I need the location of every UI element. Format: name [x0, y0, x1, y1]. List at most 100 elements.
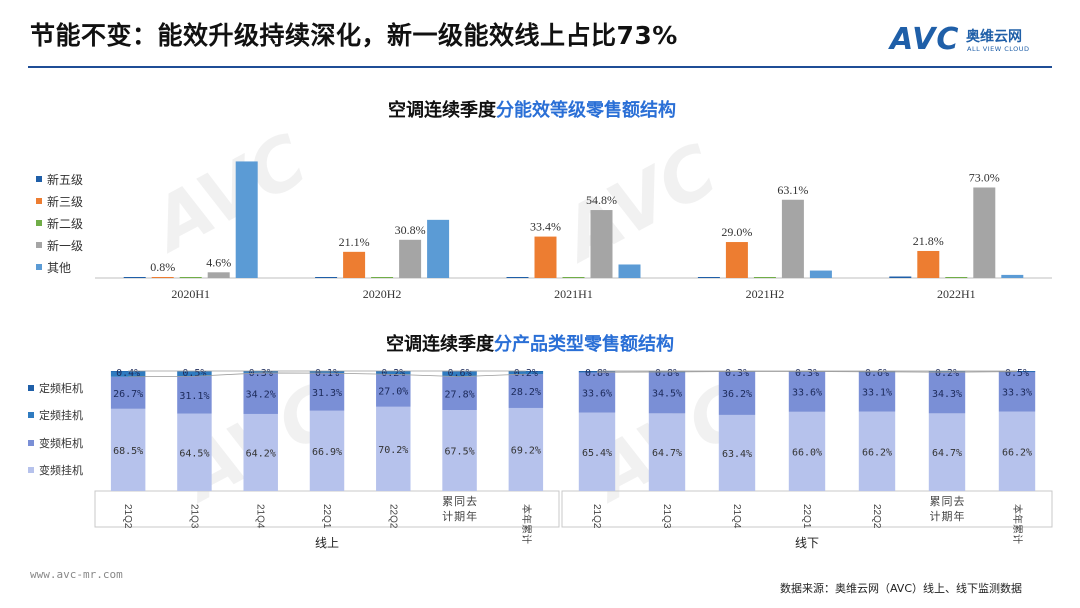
- stack-segment-变频柜机: [376, 374, 411, 407]
- segment-label: 33.6%: [792, 388, 822, 399]
- x-tick-label-part: 期: [942, 510, 953, 523]
- bar-新一级: [590, 210, 613, 278]
- x-tick-label-part: 年: [466, 509, 477, 523]
- segment-label: 0.3%: [249, 368, 273, 379]
- x-tick-label-part: 累: [930, 495, 941, 508]
- stack-segment-变频挂机: [376, 406, 411, 491]
- chart1-legend: 新五级 新三级 新二级 新一级 其他: [36, 168, 83, 278]
- bar-新三级: [151, 277, 174, 278]
- segment-label: 64.7%: [932, 448, 962, 459]
- x-tick-label: 本年累计: [1011, 504, 1024, 544]
- segment-label: 66.2%: [862, 447, 892, 458]
- legend-item: 新三级: [36, 190, 83, 212]
- stack-segment-变频挂机: [788, 411, 826, 491]
- x-tick-label-part: 期: [454, 510, 465, 523]
- bar-新五级: [123, 277, 146, 278]
- legend-item: 定频挂机: [28, 402, 83, 430]
- bar-新五级: [889, 276, 912, 278]
- legend-swatch: [36, 198, 42, 204]
- segment-label: 70.2%: [378, 445, 408, 456]
- x-tick-label: 21Q4: [255, 504, 266, 529]
- segment-label: 69.2%: [511, 445, 541, 456]
- group-label: 线下: [795, 536, 819, 550]
- stack-segment-变频柜机: [442, 376, 477, 410]
- avc-logo: AVC 奥维云网 ALL VIEW CLOUD: [890, 20, 1060, 60]
- header-divider: [28, 66, 1052, 68]
- stack-segment-变频柜机: [309, 373, 345, 411]
- legend-swatch: [28, 384, 34, 391]
- chart1-title: 空调连续季度分能效等级零售额结构: [388, 96, 676, 122]
- x-tick-label-part: 去: [466, 495, 477, 508]
- segment-label: 66.0%: [792, 447, 822, 458]
- data-label: 21.1%: [339, 235, 370, 249]
- legend-swatch: [36, 264, 42, 270]
- x-tick-label: 21Q2: [122, 504, 133, 529]
- bar-新三级: [343, 251, 366, 278]
- data-label: 29.0%: [721, 225, 752, 239]
- stack-segment-变频柜机: [928, 372, 966, 414]
- x-tick-label: 2020H2: [363, 287, 402, 301]
- x-tick-label: 22Q2: [387, 504, 398, 529]
- x-tick-label: 21Q3: [661, 504, 672, 529]
- segment-label: 0.8%: [585, 368, 609, 379]
- legend-swatch: [36, 242, 42, 248]
- stack-segment-变频柜机: [243, 372, 278, 414]
- segment-label: 33.6%: [582, 388, 612, 399]
- legend-label: 变频柜机: [39, 437, 83, 450]
- segment-label: 26.7%: [113, 389, 143, 400]
- stack-segment-定频挂机: [578, 371, 616, 373]
- series-trend-line: [596, 371, 1018, 373]
- segment-label: 0.6%: [865, 368, 889, 379]
- bar-新二级: [753, 277, 776, 278]
- data-label: 33.4%: [530, 220, 561, 234]
- x-tick-label: 21Q4: [731, 504, 742, 529]
- segment-label: 27.8%: [445, 389, 475, 400]
- x-tick-label: 2022H1: [937, 287, 976, 301]
- stack-segment-变频挂机: [998, 411, 1036, 491]
- chart1-title-highlight: 分能效等级零售额结构: [496, 100, 676, 121]
- bar-新三级: [725, 242, 748, 278]
- segment-label: 34.5%: [652, 389, 682, 400]
- x-tick-label: 2021H1: [554, 287, 593, 301]
- bar-新一级: [207, 272, 230, 278]
- bar-新二级: [371, 277, 394, 278]
- stack-segment-变频挂机: [858, 411, 896, 491]
- bar-新五级: [697, 277, 720, 278]
- segment-label: 33.3%: [1002, 388, 1032, 399]
- stack-segment-变频挂机: [110, 408, 146, 491]
- segment-label: 28.2%: [511, 387, 541, 398]
- x-tick-label-part: 计: [442, 510, 453, 523]
- logo-en-text: ALL VIEW CLOUD: [967, 45, 1030, 53]
- segment-label: 0.4%: [116, 368, 140, 379]
- segment-label: 65.4%: [582, 448, 612, 459]
- x-tick-label-part: 累: [442, 495, 453, 508]
- stack-segment-变频挂机: [508, 407, 544, 491]
- stack-segment-变频挂机: [309, 410, 345, 491]
- stack-segment-变频挂机: [928, 413, 966, 491]
- data-label: 4.6%: [206, 255, 231, 269]
- stack-segment-变频挂机: [243, 413, 278, 491]
- legend-label: 新二级: [47, 216, 84, 231]
- stack-segment-变频柜机: [648, 371, 686, 414]
- legend-swatch: [28, 439, 34, 446]
- legend-label: 变频挂机: [39, 465, 83, 478]
- segment-label: 31.3%: [312, 388, 342, 399]
- legend-item: 定频柜机: [28, 374, 83, 402]
- legend-item: 其他: [36, 256, 83, 278]
- x-tick-label: 本年累计: [520, 504, 533, 544]
- segment-label: 0.2%: [381, 368, 405, 379]
- legend-swatch: [36, 176, 42, 182]
- logo-cn-text: 奥维云网: [966, 29, 1022, 45]
- legend-item: 变频挂机: [28, 457, 83, 485]
- footer-url: www.avc-mr.com: [30, 568, 123, 581]
- data-source-note: 数据来源：奥维云网（AVC）线上、线下监测数据: [779, 582, 1022, 595]
- legend-swatch: [28, 467, 34, 474]
- data-label: 21.8%: [913, 234, 944, 248]
- segment-label: 64.5%: [179, 448, 209, 459]
- bar-新二级: [945, 277, 968, 278]
- segment-label: 33.1%: [862, 388, 892, 399]
- stack-segment-定频柜机: [648, 371, 686, 372]
- x-tick-label-part: 去: [954, 495, 965, 508]
- bar-新五级: [506, 277, 529, 278]
- bar-其他: [618, 264, 641, 278]
